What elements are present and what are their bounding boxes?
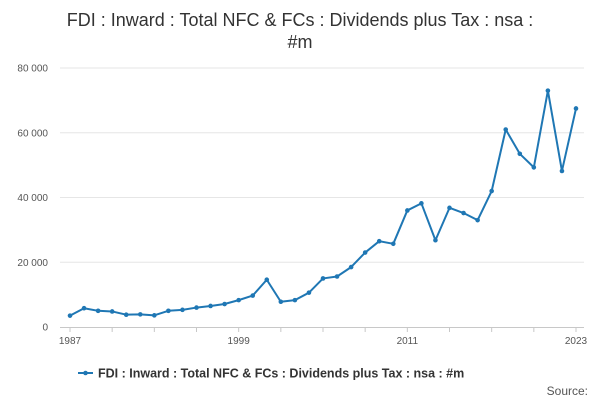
data-point[interactable] <box>208 303 213 309</box>
data-point[interactable] <box>390 241 396 247</box>
data-point[interactable] <box>559 168 565 174</box>
source-label[interactable]: Source: <box>547 384 588 398</box>
data-point[interactable] <box>334 274 340 279</box>
data-point[interactable] <box>433 237 438 243</box>
chart-title-line-1: FDI : Inward : Total NFC & FCs : Dividen… <box>67 10 534 30</box>
y-tick-label: 60 000 <box>17 128 48 139</box>
data-point[interactable] <box>278 299 284 305</box>
data-point[interactable] <box>362 250 368 255</box>
data-point[interactable] <box>137 312 143 317</box>
data-point[interactable] <box>320 276 326 281</box>
gridlines <box>60 67 584 263</box>
y-tick-label: 40 000 <box>17 193 48 204</box>
data-point[interactable] <box>447 205 452 211</box>
data-point[interactable] <box>573 106 579 111</box>
data-point[interactable] <box>348 264 354 270</box>
data-point[interactable] <box>250 293 256 298</box>
series-group <box>67 88 579 318</box>
y-axis: 0 20 000 40 000 60 000 80 000 <box>17 64 48 334</box>
legend-label: FDI : Inward : Total NFC & FCs : Dividen… <box>98 367 464 381</box>
x-tick-label: 2023 <box>565 336 588 347</box>
data-point[interactable] <box>489 188 494 194</box>
data-point[interactable] <box>152 313 157 318</box>
data-point[interactable] <box>67 313 73 318</box>
series-line <box>69 89 577 317</box>
x-axis: 1987 1999 2011 2023 <box>59 327 588 347</box>
data-point[interactable] <box>531 165 537 170</box>
data-point[interactable] <box>292 297 298 303</box>
data-point[interactable] <box>123 312 129 317</box>
data-point[interactable] <box>517 151 523 157</box>
data-point[interactable] <box>81 305 87 311</box>
data-point[interactable] <box>419 201 424 206</box>
data-point[interactable] <box>95 308 101 314</box>
x-tick-label: 2011 <box>397 336 419 347</box>
data-point[interactable] <box>222 301 227 307</box>
data-point[interactable] <box>503 127 509 132</box>
x-tick-label: 1999 <box>228 336 251 347</box>
data-point[interactable] <box>405 208 410 213</box>
chart-title-line-2: #m <box>287 32 312 52</box>
legend-marker <box>83 370 88 376</box>
data-point[interactable] <box>475 217 480 223</box>
y-tick-label: 80 000 <box>17 64 48 75</box>
y-tick-label: 20 000 <box>17 258 48 269</box>
x-tick-label: 1987 <box>59 336 82 347</box>
data-point[interactable] <box>376 238 382 244</box>
data-point[interactable] <box>180 307 185 313</box>
data-point[interactable] <box>461 210 466 216</box>
legend[interactable]: FDI : Inward : Total NFC & FCs : Dividen… <box>78 367 464 381</box>
data-point[interactable] <box>236 297 241 303</box>
data-point[interactable] <box>545 88 551 93</box>
y-tick-label: 0 <box>42 323 48 334</box>
data-point[interactable] <box>109 309 115 314</box>
data-point[interactable] <box>306 290 312 295</box>
data-point[interactable] <box>264 277 270 283</box>
data-point[interactable] <box>194 305 199 310</box>
data-point[interactable] <box>166 308 171 314</box>
